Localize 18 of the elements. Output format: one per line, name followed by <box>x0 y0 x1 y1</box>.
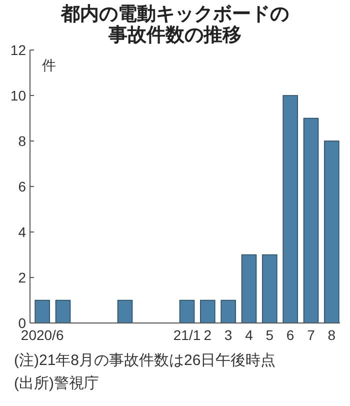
x-tick-label: 21/1 <box>173 327 201 343</box>
x-tick-label: 2 <box>204 327 212 343</box>
y-tick-label: 8 <box>18 133 26 149</box>
y-tick-label: 12 <box>10 42 26 58</box>
x-tick-label: 5 <box>266 327 274 343</box>
x-tick-label: 8 <box>328 327 336 343</box>
x-tick-label: 3 <box>224 327 232 343</box>
text: (出所)警視庁 <box>14 375 99 392</box>
y-tick-label: 4 <box>18 224 26 240</box>
y-tick-label: 10 <box>10 88 26 104</box>
chart-title: 都内の電動キックボードの事故件数の推移 <box>60 3 289 46</box>
y-tick-label: 6 <box>18 178 26 194</box>
x-tick-label: 4 <box>245 327 254 343</box>
x-tick-label: 7 <box>307 327 316 343</box>
y-tick-label: 2 <box>18 270 26 286</box>
y-axis-title: 件 <box>42 57 56 73</box>
x-tick-label: 6 <box>286 327 294 343</box>
text: (注)21年8月の事故件数は26日午後時点 <box>14 352 276 369</box>
